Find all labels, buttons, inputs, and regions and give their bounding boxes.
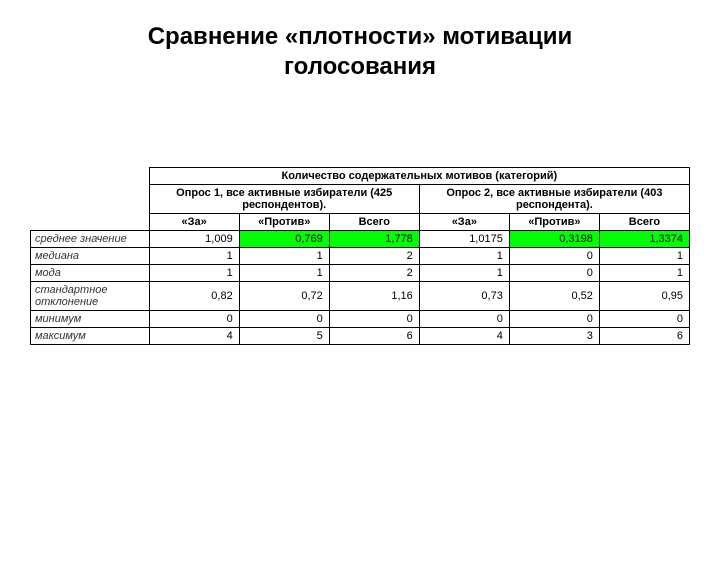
label-mean: среднее значение: [31, 231, 150, 248]
cell-median-g2-protiv: 0: [509, 248, 599, 265]
cell-max-g1-za: 4: [149, 328, 239, 345]
row-median: медиана 1 1 2 1 0 1: [31, 248, 690, 265]
title-line-2: голосования: [284, 53, 436, 80]
cell-max-g1-protiv: 5: [239, 328, 329, 345]
cell-median-g1-protiv: 1: [239, 248, 329, 265]
cell-min-g1-vsego: 0: [329, 311, 419, 328]
col-g1-vsego: Всего: [329, 214, 419, 231]
cell-std-g2-protiv: 0,52: [509, 282, 599, 311]
cell-max-g2-vsego: 6: [599, 328, 689, 345]
cell-std-g2-za: 0,73: [419, 282, 509, 311]
cell-max-g2-za: 4: [419, 328, 509, 345]
cell-mode-g1-protiv: 1: [239, 265, 329, 282]
super-header: Количество содержательных мотивов (катег…: [149, 168, 689, 185]
cell-mean-g2-vsego: 1,3374: [599, 231, 689, 248]
col-g2-protiv: «Против»: [509, 214, 599, 231]
slide-title: Сравнение «плотности» мотивации голосова…: [0, 22, 720, 82]
group1-header: Опрос 1, все активные избиратели (425 ре…: [149, 185, 419, 214]
row-mode: мода 1 1 2 1 0 1: [31, 265, 690, 282]
cell-std-g1-vsego: 1,16: [329, 282, 419, 311]
row-mean: среднее значение 1,009 0,769 1,778 1,017…: [31, 231, 690, 248]
col-g2-vsego: Всего: [599, 214, 689, 231]
cell-mode-g1-za: 1: [149, 265, 239, 282]
row-min: минимум 0 0 0 0 0 0: [31, 311, 690, 328]
cell-median-g2-vsego: 1: [599, 248, 689, 265]
row-std: стандартное отклонение 0,82 0,72 1,16 0,…: [31, 282, 690, 311]
label-std: стандартное отклонение: [31, 282, 150, 311]
cell-median-g1-za: 1: [149, 248, 239, 265]
cell-mean-g1-za: 1,009: [149, 231, 239, 248]
label-max: максимум: [31, 328, 150, 345]
cell-min-g2-protiv: 0: [509, 311, 599, 328]
cell-min-g1-protiv: 0: [239, 311, 329, 328]
cell-mean-g2-protiv: 0,3198: [509, 231, 599, 248]
comparison-table: Количество содержательных мотивов (катег…: [30, 167, 690, 345]
cell-mode-g1-vsego: 2: [329, 265, 419, 282]
cell-mode-g2-za: 1: [419, 265, 509, 282]
cell-median-g1-vsego: 2: [329, 248, 419, 265]
header-empty: [31, 168, 150, 231]
slide: Сравнение «плотности» мотивации голосова…: [0, 0, 720, 562]
label-min: минимум: [31, 311, 150, 328]
col-g1-protiv: «Против»: [239, 214, 329, 231]
cell-mean-g1-vsego: 1,778: [329, 231, 419, 248]
cell-median-g2-za: 1: [419, 248, 509, 265]
cell-std-g1-za: 0,82: [149, 282, 239, 311]
cell-min-g2-za: 0: [419, 311, 509, 328]
cell-mode-g2-vsego: 1: [599, 265, 689, 282]
cell-mode-g2-protiv: 0: [509, 265, 599, 282]
cell-max-g1-vsego: 6: [329, 328, 419, 345]
cell-mean-g2-za: 1,0175: [419, 231, 509, 248]
label-median: медиана: [31, 248, 150, 265]
col-g2-za: «За»: [419, 214, 509, 231]
label-mode: мода: [31, 265, 150, 282]
row-max: максимум 4 5 6 4 3 6: [31, 328, 690, 345]
cell-std-g1-protiv: 0,72: [239, 282, 329, 311]
cell-std-g2-vsego: 0,95: [599, 282, 689, 311]
header-row-1: Количество содержательных мотивов (катег…: [31, 168, 690, 185]
col-g1-za: «За»: [149, 214, 239, 231]
cell-min-g1-za: 0: [149, 311, 239, 328]
group2-header: Опрос 2, все активные избиратели (403 ре…: [419, 185, 689, 214]
table-container: Количество содержательных мотивов (катег…: [30, 167, 690, 345]
cell-max-g2-protiv: 3: [509, 328, 599, 345]
title-line-1: Сравнение «плотности» мотивации: [148, 23, 573, 50]
cell-mean-g1-protiv: 0,769: [239, 231, 329, 248]
cell-min-g2-vsego: 0: [599, 311, 689, 328]
